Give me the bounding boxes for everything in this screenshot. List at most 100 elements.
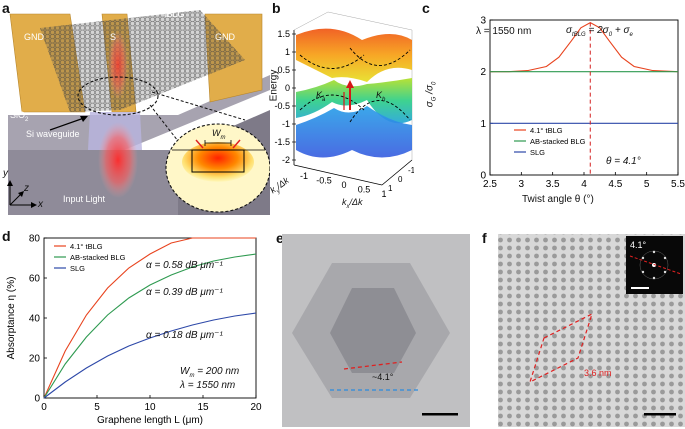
annotation-alpha-2: α = 0.39 dB μm⁻¹ [146,287,223,298]
scale-bar-e [422,413,458,416]
series-line-2 [43,253,257,399]
band-x-tick-label: -1 [300,171,308,181]
panel-letter-d: d [2,228,11,244]
panel-c: c 2.5 3 3.5 4 4.5 5 5.5 0 1 2 3 4.1° tBLG AB-stacked… [418,0,685,215]
d-ylabel: Absorptance η (%) [6,277,17,360]
panel-e: e ~4.1° [270,228,472,429]
band-y-tick-label: -2 [282,155,290,165]
x-tick-label: 5 [94,402,100,413]
axis-x-label: x [38,199,43,210]
label-signal: S [110,32,117,42]
band-depth-tick-label: -1 [408,166,414,175]
band-x-tick-label: -0.5 [316,176,332,186]
series-line-3 [43,312,257,399]
band-y-tick-label: 0.5 [277,65,290,75]
band-x-tick-label: 0.5 [358,185,371,195]
band-y-tick-label: 1 [285,47,290,57]
x-tick-label: 5 [644,179,650,190]
y-tick-label: 20 [29,354,41,365]
input-light-beam [98,122,138,198]
x-tick-label: 4.5 [608,179,622,190]
annotation-alpha-1: α = 0.58 dB μm⁻¹ [146,260,223,271]
c-xlabel: Twist angle θ (°) [522,194,594,205]
y-tick-label: 80 [29,234,41,245]
panel-d: d 0 5 10 15 20 0 20 40 60 80 4.1° tBLG AB-stacked B… [0,228,268,429]
band-structure-3d: 1.510.50-0.5-1-1.5-2 -1 -0.5 0 0.5 1 10-1 [274,11,414,199]
legend-entry: SLG [70,264,85,273]
c-ylabel: σG /σ0 [424,81,438,108]
micrograph-e [282,234,470,427]
legend-entry: AB-stacked BLG [70,253,126,262]
x-tick-label: 3 [519,179,525,190]
band-y-tick-label: -1.5 [274,137,290,147]
moire-cell [528,312,594,384]
inset-angle-label: 4.1° [630,240,647,250]
axis-y-label: y [3,168,8,179]
band-depth-tick-label: 1 [388,184,393,193]
annotation-alpha-3: α = 0.18 dB μm⁻¹ [146,330,223,341]
condition-label: λ = 1550 nm [476,26,532,37]
y-tick-label: 0 [480,171,486,182]
x-tick-label: 4 [581,179,587,190]
band-y-tick-label: 1.5 [277,29,290,39]
valley-a-label: Ka [316,90,326,103]
y-tick-label: 40 [29,314,41,325]
axis-z-label: z [24,183,29,194]
label-gnd-right: GND [215,32,235,42]
x-tick-label: 20 [250,402,262,413]
panel-letter-b: b [272,0,281,16]
legend-entry: 4.1° tBLG [530,126,563,135]
scale-bar-f [644,413,676,416]
band-depth-ticks: 10 -1 [388,166,414,193]
micrograph-f [498,234,685,427]
band-y-tick-label: 0 [285,83,290,93]
conductivity-chart: 2.5 3 3.5 4 4.5 5 5.5 0 1 2 3 4.1° tBLG AB-stacked B… [480,16,685,191]
label-waveguide: Si waveguide [26,129,80,139]
panel-f: f 4.1° 3.6 nm [478,228,685,429]
panel-letter-a: a [2,0,10,16]
band-y-tick-label: -1 [282,119,290,129]
x-tick-label: 0 [41,402,47,413]
band-x-tick-label: 1 [381,189,386,199]
band-y-tick-label: -0.5 [274,101,290,111]
device-schematic [7,10,270,215]
label-input-light: Input Light [63,194,106,204]
y-tick-label: 60 [29,274,41,285]
band-depth-tick-label: 0 [398,175,403,184]
band-ylabel: Energy [268,69,280,102]
absorptance-chart: 0 5 10 15 20 0 20 40 60 80 4.1° tBLG AB-stacked BLG… [6,234,262,427]
legend-entry: SLG [530,148,545,157]
x-tick-label: 5.5 [671,179,685,190]
legend-entry: 4.1° tBLG [70,242,103,251]
band-x-tick-label: 0 [341,180,346,190]
y-tick-label: 2 [480,67,486,78]
band-xlabel: kx/Δk [342,197,363,210]
formula-label: σtBLG = 2σ0 + σe [566,25,633,38]
theta-label: θ = 4.1° [606,156,641,167]
band-y-ticks: 1.5 1 0.5 0 -0.5 -1 -1.5 -2 [274,29,296,165]
panel-b: b [268,0,414,215]
x-tick-label: 15 [197,402,209,413]
panel-letter-f: f [482,230,487,246]
series-line-1 [490,21,679,73]
valley-b-label: Kb [376,90,386,103]
angle-label-e: ~4.1° [372,372,394,382]
label-width: Wm [212,128,226,141]
y-tick-label: 0 [34,394,40,405]
legend-entry: AB-stacked BLG [530,137,586,146]
band-x-ticks: -1 -0.5 0 0.5 1 [300,171,387,199]
zoom-region [77,76,159,116]
y-tick-label: 1 [480,119,486,130]
label-tblg: tBLG [164,9,185,19]
annotation-wm: Wm = 200 nm [180,366,240,379]
graphene-sheet [40,10,245,112]
x-tick-label: 10 [144,402,156,413]
x-tick-label: 3.5 [546,179,560,190]
period-label: 3.6 nm [584,368,612,378]
panel-letter-e: e [276,230,284,246]
annotation-lambda: λ = 1550 nm [180,380,236,391]
series-line-1 [43,237,256,399]
label-substrate: SiO2 [10,110,29,123]
x-tick-label: 2.5 [483,179,497,190]
panel-letter-c: c [422,0,430,16]
